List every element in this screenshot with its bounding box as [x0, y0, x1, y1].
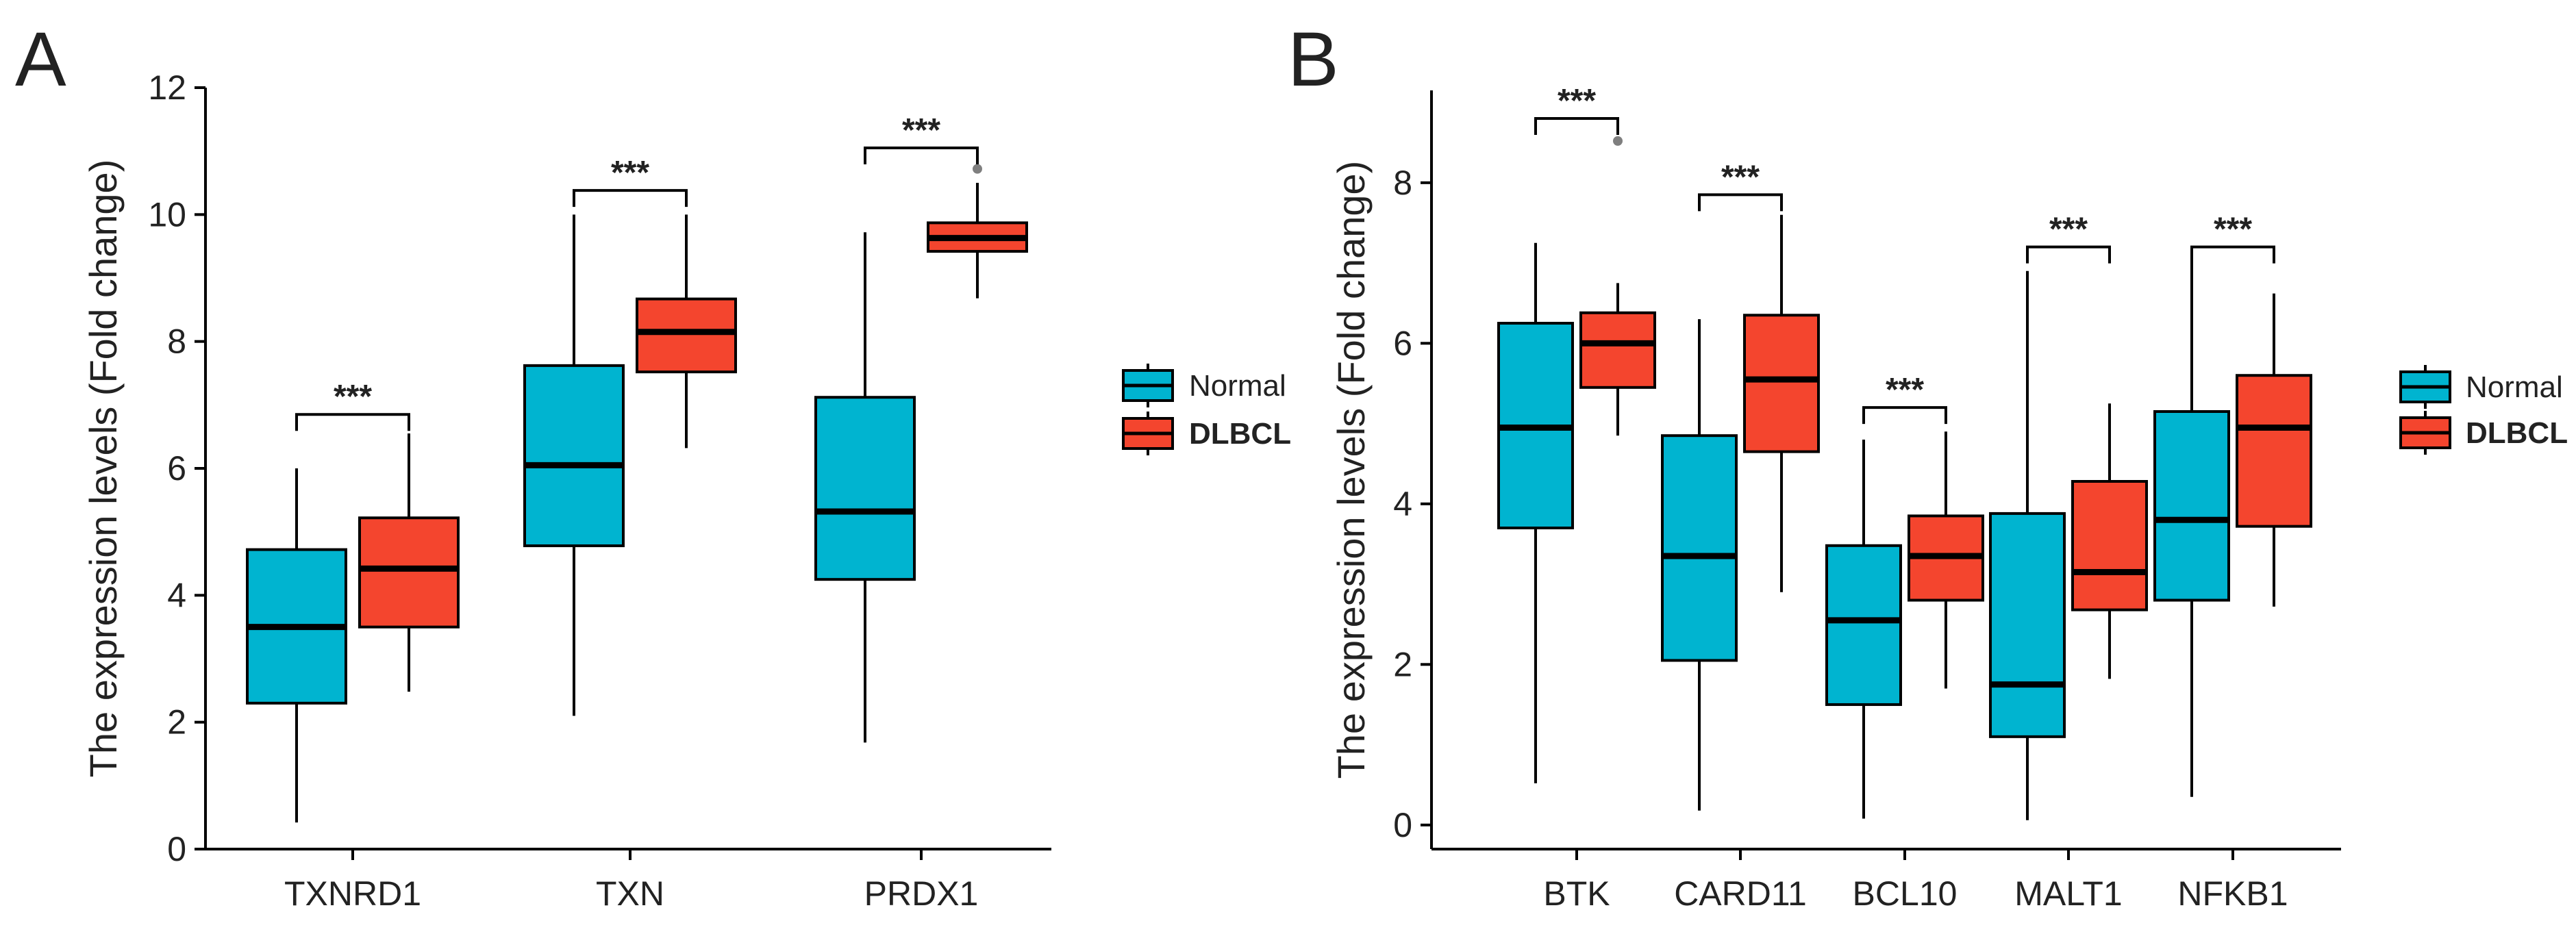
x-tick-label: PRDX1 — [864, 874, 979, 913]
box-dlbcl — [358, 516, 460, 629]
outlier-point — [1613, 136, 1623, 146]
y-axis-title: The expression levels (Fold change) — [1329, 161, 1373, 779]
significance-label: *** — [334, 379, 372, 415]
significance-label: *** — [902, 112, 940, 149]
significance-label: *** — [611, 155, 649, 191]
box-normal — [1661, 434, 1738, 662]
y-tick-label: 8 — [167, 323, 186, 361]
significance-bracket — [1698, 193, 1783, 212]
y-tick-label: 8 — [1393, 164, 1412, 202]
legend-label-normal: Normal — [1189, 369, 1286, 403]
significance-bracket — [1534, 117, 1619, 136]
chart-panel-b: 0 2 4 6 8 The expression levels (Fold change)… — [1329, 83, 2568, 913]
y-axis-title: The expression levels (Fold change) — [82, 160, 125, 778]
significance-label: *** — [1886, 372, 1924, 408]
box-dlbcl — [2071, 480, 2148, 611]
legend-label-normal: Normal — [2466, 370, 2563, 404]
x-tick-label: MALT1 — [2014, 874, 2122, 913]
panel-label-a: A — [15, 16, 66, 102]
significance-label: *** — [2049, 212, 2088, 248]
legend-label-dlbcl: DLBCL — [1189, 417, 1291, 451]
x-tick-label: CARD11 — [1674, 874, 1807, 913]
significance-label: *** — [1558, 83, 1596, 119]
y-tick-label: 0 — [167, 830, 186, 868]
box-normal — [2153, 409, 2230, 602]
significance-bracket — [573, 189, 688, 207]
x-tick-label: NFKB1 — [2177, 874, 2288, 913]
y-tick-label: 0 — [1393, 806, 1412, 844]
box-normal — [1989, 512, 2066, 738]
box-dlbcl — [2236, 374, 2312, 528]
box-normal — [523, 364, 625, 548]
x-tick-label: BTK — [1543, 874, 1610, 913]
significance-bracket — [1862, 406, 1947, 425]
y-tick-label: 4 — [1393, 485, 1412, 523]
panel-label-b: B — [1288, 16, 1339, 102]
outlier-point — [973, 164, 982, 174]
x-tick-label: TXNRD1 — [284, 874, 421, 913]
significance-bracket — [864, 147, 979, 165]
y-tick-label: 6 — [1393, 324, 1412, 362]
chart-panel-a: 0 2 4 6 8 10 12 The expression levels (Fold cha… — [82, 68, 1291, 913]
significance-bracket — [2026, 245, 2111, 264]
box-normal — [814, 396, 916, 581]
significance-bracket — [2190, 245, 2275, 264]
y-tick-label: 6 — [167, 449, 186, 488]
y-tick-label: 4 — [167, 576, 186, 614]
box-normal — [1825, 544, 1902, 706]
y-tick-label: 10 — [148, 195, 186, 233]
box-dlbcl — [1579, 311, 1656, 389]
y-tick-label: 12 — [148, 68, 186, 107]
x-tick-label: BCL10 — [1853, 874, 1958, 913]
y-tick-label: 2 — [1393, 645, 1412, 683]
legend-label-dlbcl: DLBCL — [2466, 416, 2568, 450]
box-dlbcl — [1743, 314, 1820, 453]
box-dlbcl — [636, 297, 737, 374]
y-tick-label: 2 — [167, 703, 186, 742]
x-tick-label: TXN — [596, 874, 664, 913]
significance-label: *** — [2214, 212, 2252, 248]
significance-label: *** — [1721, 159, 1760, 195]
significance-bracket — [295, 413, 410, 431]
